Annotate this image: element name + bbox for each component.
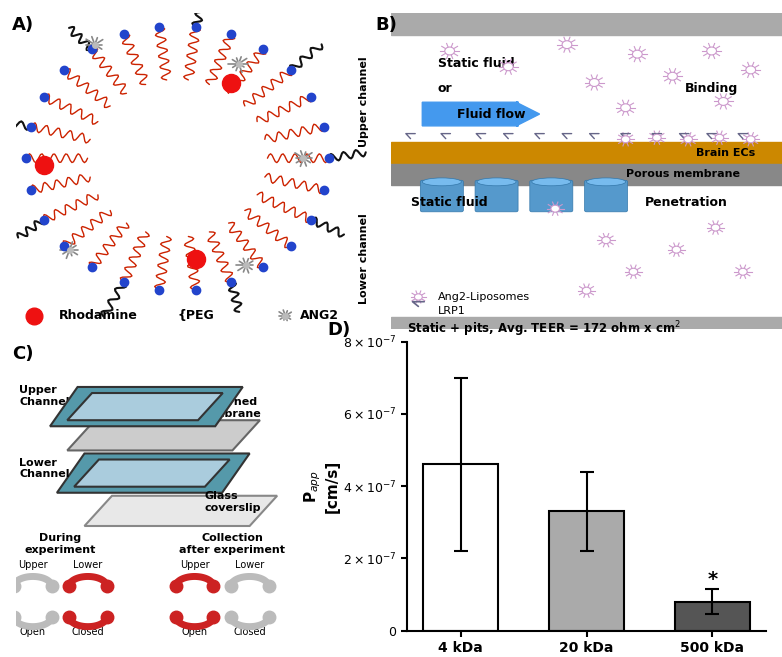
Circle shape xyxy=(551,205,560,212)
FancyBboxPatch shape xyxy=(421,180,463,212)
Text: Upper: Upper xyxy=(180,560,210,570)
FancyBboxPatch shape xyxy=(530,180,573,212)
Text: Porous membrane: Porous membrane xyxy=(626,170,740,179)
Circle shape xyxy=(590,79,599,87)
Polygon shape xyxy=(67,420,260,451)
Text: Rhodamine: Rhodamine xyxy=(59,309,138,323)
Polygon shape xyxy=(74,459,230,487)
Bar xyxy=(549,511,624,631)
Y-axis label: P$_{app}$
[cm/s]: P$_{app}$ [cm/s] xyxy=(302,459,340,513)
Circle shape xyxy=(707,47,716,55)
Ellipse shape xyxy=(532,178,571,186)
Text: A): A) xyxy=(12,16,34,34)
Bar xyxy=(423,464,498,631)
Circle shape xyxy=(716,134,724,141)
Text: Lower: Lower xyxy=(74,560,102,570)
Circle shape xyxy=(629,268,638,275)
Text: LRP1: LRP1 xyxy=(438,306,465,316)
Text: Closed: Closed xyxy=(72,627,104,637)
Text: Penetration: Penetration xyxy=(645,196,728,209)
FancyArrow shape xyxy=(422,102,540,126)
Ellipse shape xyxy=(586,178,626,186)
Circle shape xyxy=(633,50,642,58)
Circle shape xyxy=(504,63,513,71)
Text: Brain ECs: Brain ECs xyxy=(696,148,755,158)
Circle shape xyxy=(673,246,681,253)
Circle shape xyxy=(668,72,677,80)
Text: Upper
Channel: Upper Channel xyxy=(19,385,70,407)
Text: Open: Open xyxy=(181,627,208,637)
Ellipse shape xyxy=(422,178,461,186)
Circle shape xyxy=(601,237,611,244)
Text: Patterned
membrane: Patterned membrane xyxy=(195,397,261,419)
Circle shape xyxy=(719,97,728,105)
Circle shape xyxy=(414,294,422,300)
Text: Lower channel: Lower channel xyxy=(359,214,368,304)
Circle shape xyxy=(621,104,630,112)
FancyBboxPatch shape xyxy=(585,180,628,212)
Circle shape xyxy=(711,224,720,231)
Bar xyxy=(391,164,782,185)
Text: or: or xyxy=(438,82,453,95)
Text: Collection
after experiment: Collection after experiment xyxy=(179,533,285,555)
Text: Lower
Channel: Lower Channel xyxy=(19,458,70,480)
Text: ANG2: ANG2 xyxy=(300,309,339,323)
Circle shape xyxy=(621,136,630,143)
Polygon shape xyxy=(57,453,249,493)
Bar xyxy=(391,317,782,328)
Text: B): B) xyxy=(375,16,397,34)
Polygon shape xyxy=(84,496,277,526)
Circle shape xyxy=(445,47,454,55)
Text: Closed: Closed xyxy=(233,627,266,637)
Circle shape xyxy=(582,287,591,294)
Circle shape xyxy=(746,66,755,74)
Text: Glass
coverslip: Glass coverslip xyxy=(205,491,261,512)
Text: Static fluid: Static fluid xyxy=(411,196,487,209)
Text: Upper: Upper xyxy=(18,560,48,570)
Text: Ang2-Liposomes: Ang2-Liposomes xyxy=(438,292,530,302)
Circle shape xyxy=(652,134,662,141)
Circle shape xyxy=(739,268,748,275)
Text: Static + pits, Avg. TEER = 172 ohm x cm$^2$: Static + pits, Avg. TEER = 172 ohm x cm$… xyxy=(407,319,680,339)
Text: D): D) xyxy=(328,321,351,340)
Bar xyxy=(391,13,782,35)
Text: Binding: Binding xyxy=(685,82,738,95)
Text: Fluid flow: Fluid flow xyxy=(457,108,526,120)
Text: Lower: Lower xyxy=(235,560,264,570)
Circle shape xyxy=(684,136,693,143)
Ellipse shape xyxy=(477,178,516,186)
Text: Upper channel: Upper channel xyxy=(359,56,368,147)
Text: C): C) xyxy=(13,345,34,363)
Text: Static fluid: Static fluid xyxy=(438,57,515,70)
Text: {PEG: {PEG xyxy=(178,309,214,323)
Bar xyxy=(675,602,750,631)
Circle shape xyxy=(562,41,572,49)
Text: During
experiment: During experiment xyxy=(25,533,96,555)
Text: *: * xyxy=(707,570,717,589)
FancyBboxPatch shape xyxy=(475,180,518,212)
Bar xyxy=(391,143,782,163)
Text: Open: Open xyxy=(20,627,46,637)
Polygon shape xyxy=(67,393,223,420)
Circle shape xyxy=(746,136,755,143)
Polygon shape xyxy=(50,387,242,426)
